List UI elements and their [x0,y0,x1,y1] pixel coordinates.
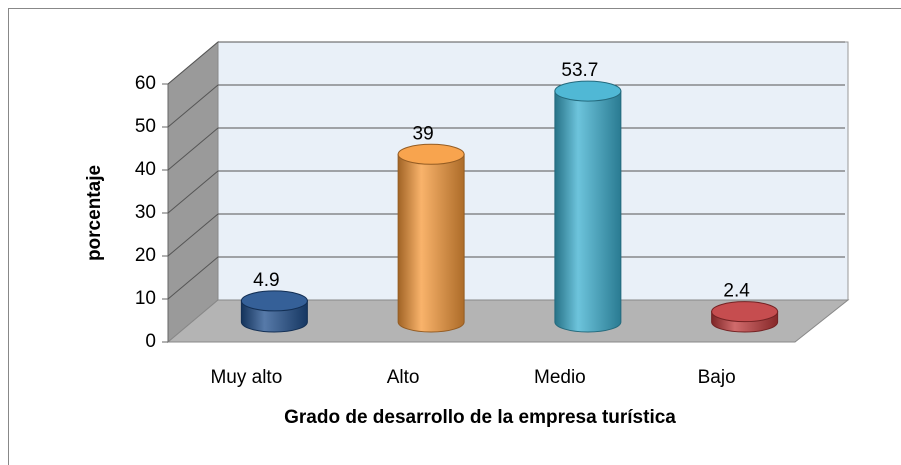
grid-line [167,256,219,300]
bar-top [240,290,308,312]
bar [711,301,779,333]
y-axis-label: porcentaje [84,165,105,261]
x-tick-label: Alto [387,367,420,388]
bar-top [711,301,779,323]
bar-body [554,90,622,333]
bar [397,143,465,333]
x-tick-label: Bajo [698,367,736,388]
bar-top [397,143,465,165]
grid-line [167,127,219,171]
bar-body [397,153,465,333]
grid-line [167,170,219,214]
y-tick-label: 20 [135,245,156,266]
value-label: 4.9 [253,270,279,291]
y-tick-label: 30 [135,202,156,223]
grid-line [167,84,219,128]
value-label: 2.4 [723,281,750,302]
bar-top [554,80,622,102]
y-tick-label: 0 [145,331,156,352]
value-label: 53.7 [561,60,598,81]
x-tick-label: Medio [534,367,586,388]
y-tick-label: 50 [135,116,156,137]
bar [240,290,308,333]
value-label: 39 [413,123,434,144]
x-tick-label: Muy alto [210,367,282,388]
bar [554,80,622,333]
y-tick-label: 10 [135,288,156,309]
x-axis-label: Grado de desarrollo de la empresa turíst… [284,407,676,428]
y-tick-label: 60 [135,73,156,94]
y-tick-label: 40 [135,159,156,180]
floor [166,299,850,343]
grid-line [167,41,219,85]
grid-line [167,213,219,257]
